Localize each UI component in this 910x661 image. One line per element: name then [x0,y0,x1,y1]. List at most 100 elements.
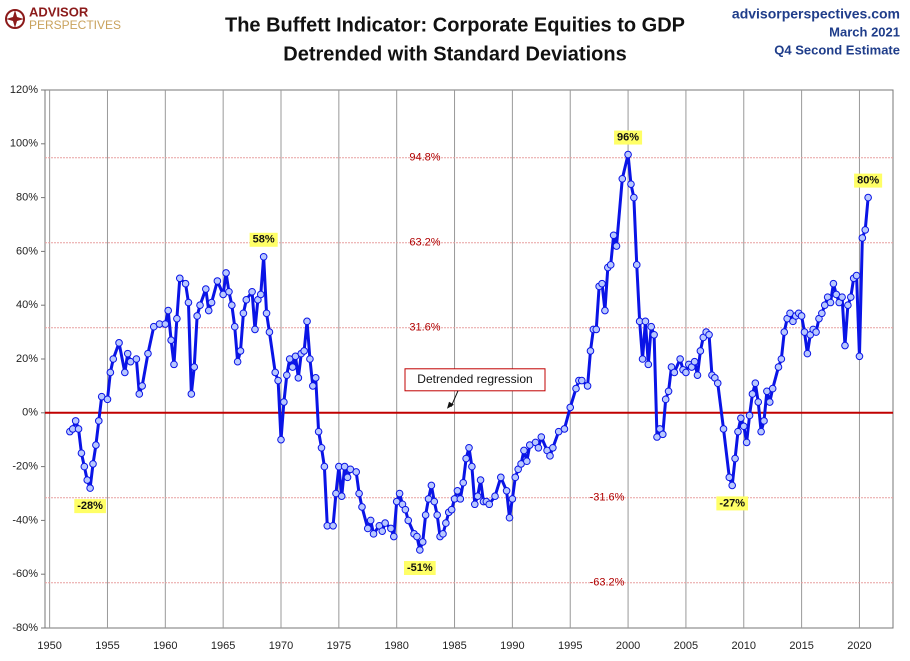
point [658,430,667,439]
annotation-label: -27% [719,497,745,509]
point [77,449,86,457]
callout-label: Detrended regression [417,372,532,386]
point [511,473,520,482]
point [520,446,528,455]
point [713,379,722,388]
point [858,234,867,242]
point [838,293,846,301]
x-tick-label: 1960 [153,640,177,652]
logo-text: PERSPECTIVES [29,18,121,32]
point [583,382,592,390]
y-tick-label: 40% [16,299,38,311]
y-tick-label: 0% [22,407,38,419]
point [601,306,609,315]
point [742,438,751,447]
point [757,427,765,436]
sd-label: 31.6% [409,322,440,334]
point [187,390,196,398]
point [586,347,595,355]
chart-subtitle: Detrended with Standard Deviations [283,43,626,65]
point [337,492,346,500]
point [549,443,557,452]
point [207,298,216,307]
point [427,481,436,490]
x-tick-label: 2020 [847,640,871,652]
point [473,492,482,500]
point [456,495,465,503]
date: March 2021 [829,24,900,39]
x-tick-label: 2005 [674,640,698,652]
point [818,309,826,318]
point [476,476,485,484]
logo: ADVISOR PERSPECTIVES [5,4,121,32]
point [846,293,855,301]
point [265,328,274,336]
point [366,516,375,525]
point [343,473,352,482]
point [612,242,621,250]
point [780,328,789,336]
point [190,363,199,371]
point [864,193,872,202]
point [632,261,641,269]
point [89,460,97,468]
point [546,452,554,460]
point [202,285,210,293]
point [826,298,835,307]
annotation: 80% [854,173,883,188]
point [803,349,812,358]
point [103,395,112,404]
point [829,279,838,288]
point [630,193,638,202]
annotation-label: 80% [857,175,879,187]
point [609,231,618,240]
point [598,279,606,288]
x-tick-label: 1970 [269,640,293,652]
y-tick-label: -60% [12,568,38,580]
point [92,441,100,449]
point [560,425,569,433]
sd-label: 94.8% [409,152,440,164]
point [418,538,427,546]
point [728,481,736,490]
note: Q4 Second Estimate [774,42,900,57]
point [86,484,94,492]
point [233,357,242,366]
point [309,382,317,390]
point [696,347,705,355]
point [502,487,511,495]
point [459,478,468,487]
point [682,368,690,377]
annotation-background [249,232,278,247]
point [317,443,326,452]
annotation-label: -28% [77,500,103,512]
point [754,398,763,406]
point [259,252,268,261]
point [132,355,141,363]
sd-label: -63.2% [590,577,625,589]
point [650,330,658,339]
point [861,226,870,234]
point [352,468,361,476]
annotation-background [614,130,643,145]
point [705,330,713,339]
point [228,301,236,310]
point [363,524,372,533]
point [164,306,173,315]
point [421,511,430,519]
point [390,532,398,541]
y-tick-label: -80% [12,622,38,634]
point [855,352,864,361]
annotation: -28% [74,499,106,514]
point [167,336,175,344]
point [387,524,395,533]
point [225,287,233,296]
point [181,279,190,288]
point [523,457,531,466]
point [294,374,303,382]
point [213,277,222,285]
point [288,363,297,371]
x-tick-label: 1965 [211,640,235,652]
point [94,417,103,425]
